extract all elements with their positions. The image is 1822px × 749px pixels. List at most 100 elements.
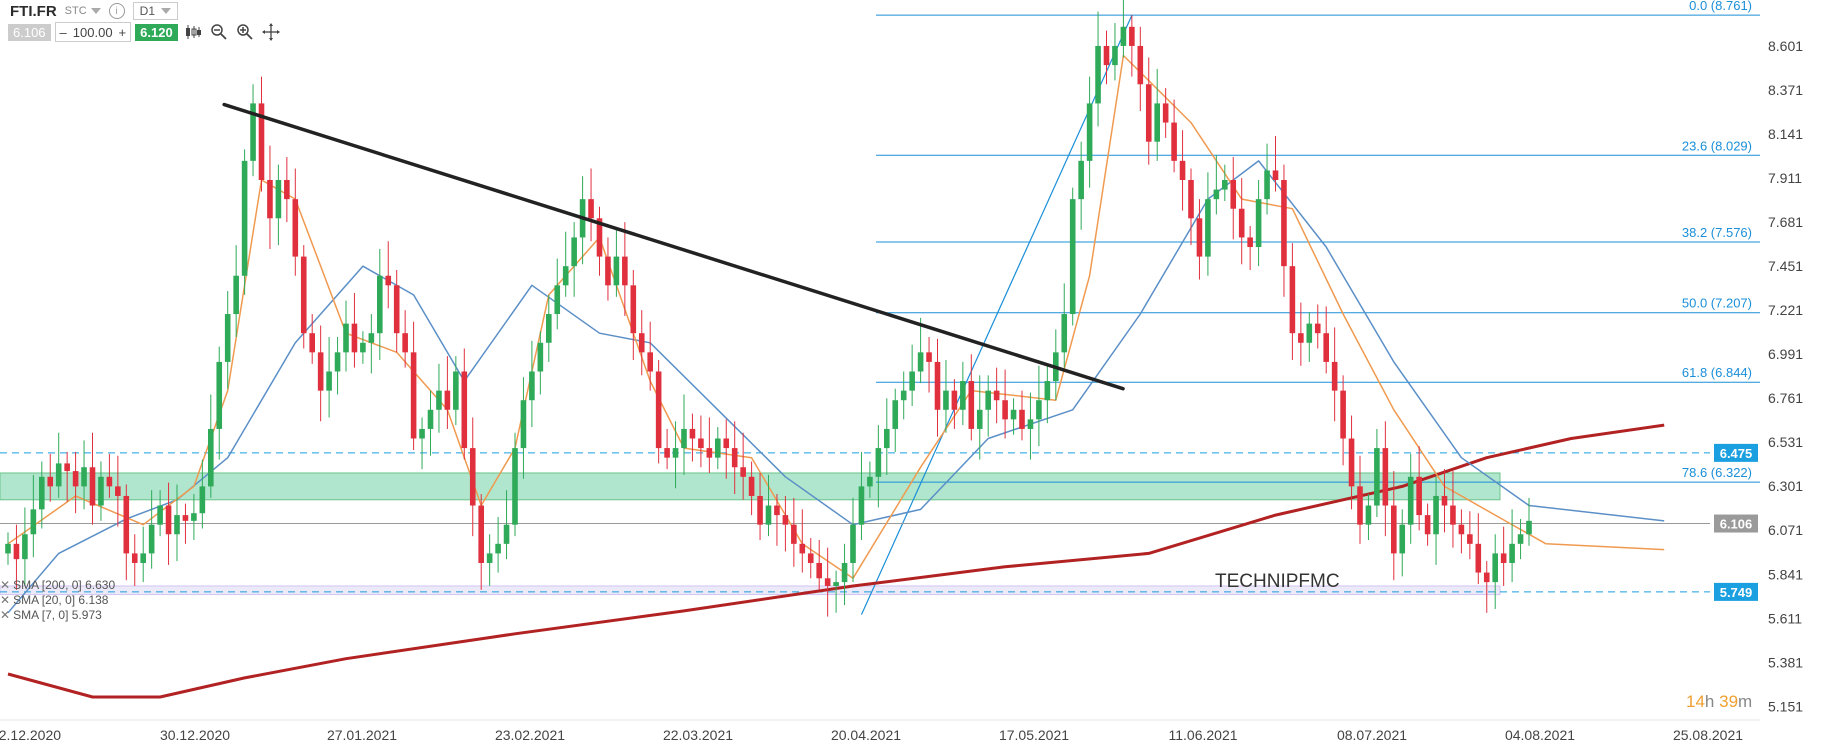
instrument-type-label: STC — [64, 5, 87, 17]
candle-body — [1374, 448, 1380, 506]
y-tick-label: 6.301 — [1768, 478, 1803, 494]
candle-body — [1357, 486, 1363, 525]
chart-annotation: TECHNIPFMC — [1215, 571, 1340, 592]
candle-body — [1222, 180, 1228, 190]
candle-body — [453, 371, 459, 410]
zoom-out-icon[interactable] — [208, 22, 230, 42]
crosshair-icon[interactable] — [260, 22, 282, 42]
instrument-type-dropdown[interactable]: STC — [65, 5, 101, 17]
candle-body — [1078, 160, 1084, 200]
legend-sma200[interactable]: ✕ SMA [200, 0] 6.630 — [0, 577, 115, 592]
candle-body — [1036, 400, 1042, 420]
buy-price-button[interactable]: 6.120 — [135, 23, 178, 41]
candle-body — [1010, 409, 1017, 420]
timer-h-unit: h — [1704, 692, 1715, 711]
candle-body — [436, 390, 442, 410]
candle-body — [1120, 26, 1127, 46]
candle-body — [39, 476, 45, 510]
x-tick-label: 25.08.2021 — [1673, 727, 1743, 743]
candle-body — [976, 409, 983, 429]
candle-body — [1179, 160, 1186, 180]
chevron-down-icon — [90, 8, 101, 14]
candle-body — [1483, 572, 1490, 583]
candle-body — [258, 103, 265, 180]
increase-volume-button[interactable]: + — [118, 24, 127, 40]
candle-body — [427, 409, 434, 429]
decrease-volume-button[interactable]: – — [59, 24, 67, 40]
legend-sma7[interactable]: ✕ SMA [7, 0] 5.973 — [0, 607, 115, 622]
x-tick-label: 22.03.2021 — [663, 727, 733, 743]
candle-body — [1069, 199, 1076, 315]
candle-body — [1450, 505, 1456, 525]
candle-body — [461, 371, 468, 449]
candle-body — [1314, 323, 1321, 334]
x-tick-label: 17.05.2021 — [999, 727, 1069, 743]
symbol-name[interactable]: FTI.FR — [10, 2, 57, 20]
candle-body — [909, 371, 915, 391]
candle-body — [858, 486, 865, 525]
candle-body — [402, 333, 408, 353]
fib-level-label: 50.0 (7.207) — [1682, 296, 1752, 311]
candle-body — [884, 428, 890, 449]
y-tick-label: 8.141 — [1768, 126, 1803, 142]
timer-m-unit: m — [1738, 692, 1753, 711]
candle-body — [596, 218, 603, 257]
candle-body — [664, 448, 670, 458]
candle-body — [1196, 218, 1203, 257]
remove-indicator-icon[interactable]: ✕ — [0, 607, 11, 622]
candles-icon[interactable] — [182, 22, 204, 42]
candle-body — [1272, 170, 1279, 180]
candle-body — [98, 476, 104, 506]
candle-body — [503, 524, 510, 544]
remove-indicator-icon[interactable]: ✕ — [0, 577, 11, 592]
legend-sma20[interactable]: ✕ SMA [20, 0] 6.138 — [0, 592, 115, 607]
volume-input[interactable]: – 100.00 + — [54, 22, 132, 42]
candle-body — [216, 361, 223, 429]
candle-body — [655, 371, 662, 449]
candle-body — [1517, 534, 1524, 544]
candle-body — [419, 428, 425, 439]
candle-body — [410, 352, 417, 439]
candle-body — [512, 448, 518, 525]
candle-body — [791, 524, 797, 544]
info-icon[interactable]: i — [108, 3, 125, 19]
remove-indicator-icon[interactable]: ✕ — [0, 592, 11, 607]
fib-level-label: 38.2 (7.576) — [1682, 225, 1752, 240]
x-tick-label: 02.12.2020 — [0, 727, 61, 743]
candle-body — [165, 505, 172, 535]
trendline — [222, 102, 1125, 391]
candle-body — [81, 467, 87, 487]
candle-body — [875, 448, 882, 477]
candle-body — [106, 476, 113, 487]
candle-body — [343, 323, 349, 353]
candle-body — [715, 438, 721, 458]
price-tag-box — [1714, 514, 1758, 533]
candle-body — [317, 352, 324, 391]
candle-body — [148, 524, 155, 554]
candle-body — [309, 333, 315, 353]
fib-level-label: 61.8 (6.844) — [1682, 365, 1752, 380]
candle-body — [1289, 266, 1296, 334]
candle-body — [1238, 208, 1245, 238]
y-tick-label: 5.381 — [1768, 654, 1803, 670]
candle-body — [292, 199, 299, 257]
candle-body — [1340, 390, 1346, 439]
candle-body — [993, 390, 1000, 401]
timeframe-dropdown[interactable]: D1 — [132, 2, 178, 20]
candle-body — [1205, 199, 1211, 257]
price-tag-box — [1714, 443, 1758, 462]
candle-body — [47, 476, 54, 487]
x-tick-label: 27.01.2021 — [327, 727, 397, 743]
candle-body — [630, 285, 637, 334]
candle-body — [123, 495, 130, 554]
candle-body — [1281, 180, 1287, 267]
candle-body — [469, 448, 476, 506]
zoom-in-icon[interactable] — [234, 22, 256, 42]
candle-body — [233, 275, 239, 315]
candle-body — [647, 352, 653, 372]
candle-body — [55, 463, 62, 487]
sell-price-button[interactable]: 6.106 — [8, 23, 51, 41]
candle-body — [1255, 199, 1262, 248]
candle-body — [444, 390, 451, 410]
